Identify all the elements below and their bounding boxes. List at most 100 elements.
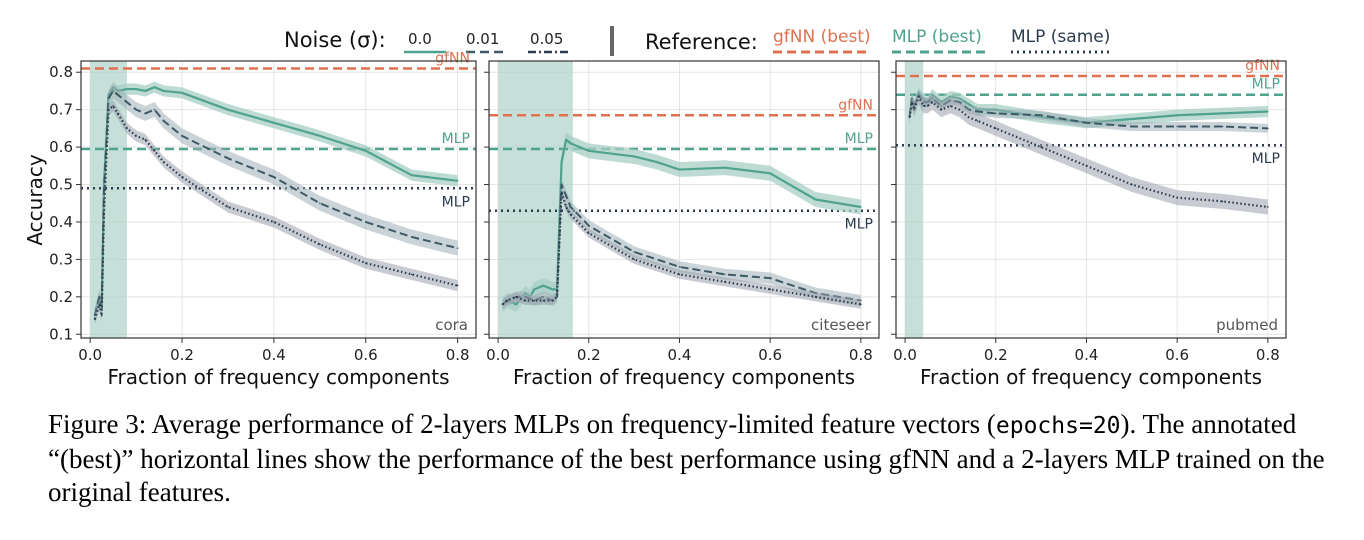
data-point [633, 155, 635, 158]
data-point [1267, 110, 1269, 113]
data-point [135, 108, 137, 111]
data-point [456, 247, 459, 249]
data-point [181, 92, 183, 94]
series-band-noise-0.05 [502, 187, 861, 309]
legend-reference-gfnn-best: gfNN (best) [773, 27, 871, 47]
data-point [994, 127, 997, 130]
x-tick-label: 0.2 [577, 346, 601, 364]
data-point [153, 108, 156, 111]
data-point [542, 284, 545, 287]
data-point [116, 93, 119, 96]
reference-label: MLP [442, 194, 470, 210]
data-point [560, 183, 563, 186]
x-tick-label: 0.6 [1165, 346, 1189, 364]
caption-part-1: Figure 3: Average performance of 2-layer… [48, 409, 996, 439]
x-axis-title: Fraction of frequency components [513, 365, 855, 389]
x-tick-label: 0.8 [446, 346, 470, 364]
data-point [273, 121, 275, 124]
data-point [967, 116, 970, 118]
plot-area [896, 74, 1286, 215]
y-tick-label: 0.7 [49, 101, 73, 119]
data-point [227, 108, 229, 111]
x-tick-label: 0.0 [893, 346, 917, 364]
legend-noise-level-0: 0.0 [408, 30, 432, 48]
caption-part-2: ). The annotated “(best)” horizontal lin… [48, 409, 1325, 507]
data-point [569, 206, 572, 208]
data-point [144, 90, 147, 92]
data-point [144, 112, 147, 115]
data-point [135, 88, 137, 90]
plot-frame [80, 60, 477, 339]
data-point [524, 299, 527, 302]
data-point [410, 236, 413, 238]
data-point [227, 206, 229, 208]
data-point [153, 86, 156, 89]
data-point [769, 277, 771, 279]
data-point [587, 224, 590, 227]
data-point [103, 191, 105, 193]
data-point [967, 103, 970, 105]
data-point [655, 161, 658, 163]
x-tick-label: 0.0 [486, 346, 510, 364]
data-point [551, 288, 554, 291]
data-point [364, 262, 367, 264]
data-point [1221, 112, 1224, 115]
data-point [107, 108, 110, 111]
series-band-noise-0.0 [909, 87, 1268, 129]
data-point [551, 299, 554, 302]
x-tick-label: 0.8 [1256, 346, 1280, 364]
reference-label: gfNN [1245, 58, 1280, 74]
x-tick-label: 0.4 [262, 346, 286, 364]
data-point [1221, 125, 1224, 128]
reference-label: MLP [1252, 77, 1280, 93]
data-point [1085, 165, 1088, 167]
series-band-noise-0.01 [502, 178, 861, 310]
data-point [410, 174, 413, 176]
reference-label: MLP [1252, 151, 1280, 167]
data-point [1267, 127, 1269, 130]
reference-label: gfNN [435, 50, 470, 66]
series-line-noise-0.05 [93, 104, 458, 320]
data-point [1040, 114, 1042, 117]
data-point [994, 112, 997, 115]
data-point [162, 90, 165, 92]
data-point [724, 273, 726, 276]
data-point [1131, 118, 1133, 120]
data-point [542, 299, 545, 302]
data-point [364, 150, 367, 152]
data-point [1040, 146, 1042, 148]
data-point [515, 303, 518, 306]
data-point [724, 281, 726, 283]
data-point [100, 314, 103, 317]
data-point [126, 101, 128, 103]
data-point [724, 166, 726, 169]
data-point [364, 221, 367, 223]
figure: Noise (σ): 0.0 0.01 0.05 Reference: gfNN… [23, 26, 1287, 389]
data-point [1131, 125, 1133, 128]
plot-area [81, 67, 476, 325]
data-point [1267, 206, 1269, 208]
data-point [860, 206, 862, 208]
y-tick-label: 0.2 [49, 288, 73, 306]
data-point [949, 105, 952, 107]
data-point [931, 101, 934, 103]
data-point [1085, 121, 1088, 124]
figure-caption: Figure 3: Average performance of 2-layer… [48, 408, 1348, 509]
data-point [911, 101, 913, 103]
data-point [860, 303, 862, 306]
data-point [569, 142, 572, 145]
data-point [587, 150, 590, 152]
data-point [926, 105, 929, 107]
data-point [93, 318, 96, 321]
plot-frame [895, 60, 1287, 339]
data-point [319, 202, 321, 205]
data-point [556, 296, 558, 298]
chart-panel-cora: gfNN MLP MLP 0.0 0.2 0.4 0.6 0.8 0.1 0.2 0.3 0.4 0.5… [49, 50, 477, 389]
y-tick-label: 0.8 [49, 63, 73, 81]
legend-reference-mlp-same: MLP (same) [1011, 27, 1110, 47]
y-tick-label: 0.6 [49, 138, 73, 156]
data-point [814, 198, 817, 201]
data-point [135, 135, 137, 137]
data-point [769, 288, 771, 291]
legend-noise-title: Noise (σ): [284, 28, 386, 52]
